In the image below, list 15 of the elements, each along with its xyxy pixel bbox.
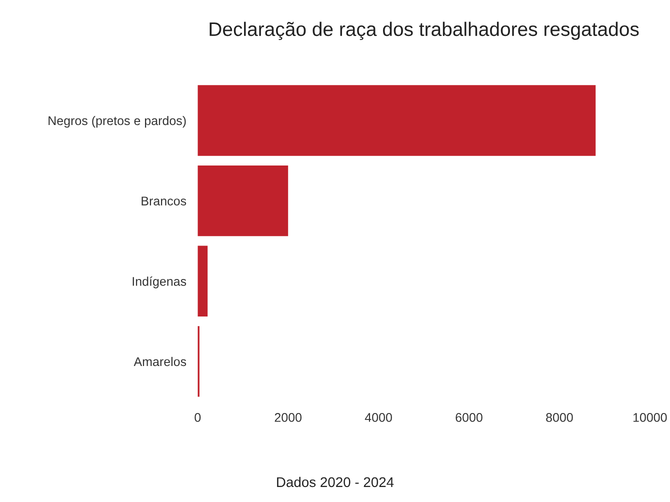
chart-title: Declaração de raça dos trabalhadores resgatados — [210, 22, 639, 40]
x-tick-label: 2000 — [274, 413, 302, 422]
x-tick-label: 4000 — [364, 413, 392, 422]
bar — [198, 246, 208, 316]
x-tick-label: 6000 — [456, 413, 482, 422]
y-tick-label: Brancos — [142, 196, 186, 206]
y-tick-label: Amarelos — [134, 356, 186, 366]
x-tick-label: 8000 — [546, 413, 573, 422]
x-tick-label: 10000 — [633, 413, 667, 422]
x-tick-label: 0 — [194, 413, 201, 422]
text: Dados 2020 - 2024 — [277, 476, 394, 488]
bar — [198, 165, 288, 236]
y-tick-label: Indígenas — [132, 276, 186, 288]
bar — [198, 85, 596, 156]
y-tick-label: Negros (pretos e pardos) — [48, 116, 186, 128]
